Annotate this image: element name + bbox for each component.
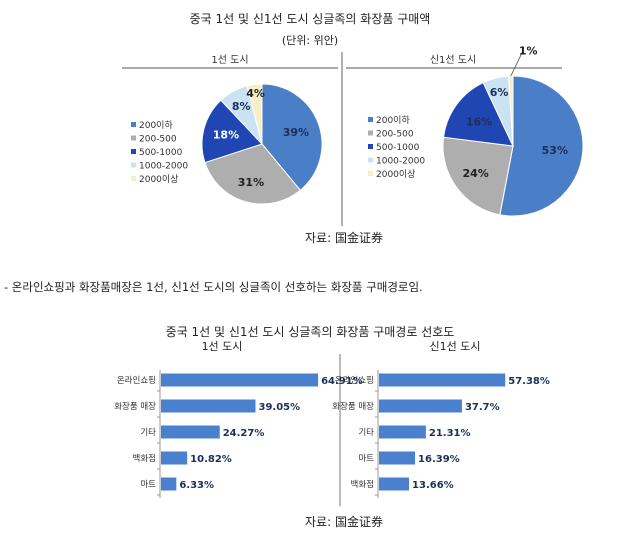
legend-swatch xyxy=(368,171,373,176)
pie-label-2: 31% xyxy=(238,176,264,189)
bar-value-label-2: 37.7% xyxy=(465,402,500,413)
pie-label-4: 6% xyxy=(490,86,509,99)
legend-label-2: 200-500 xyxy=(139,135,177,145)
bar-category-label-3: 기타 xyxy=(358,428,374,438)
legend-swatch xyxy=(131,122,136,127)
legend-label-4: 1000-2000 xyxy=(376,157,425,167)
pie-unit-label: (단위: 위안) xyxy=(281,34,339,47)
bar-value-label-1: 57.38% xyxy=(508,376,550,387)
legend-label-2: 200-500 xyxy=(376,130,414,140)
bar-value-label-4: 16.39% xyxy=(418,454,460,465)
bar-value-label-4: 10.82% xyxy=(190,454,232,465)
bar-source: 자료: 国金证券 xyxy=(305,515,383,529)
bar-value-label-5: 13.66% xyxy=(412,480,454,491)
pie-slice-3 xyxy=(201,99,263,164)
pie-source: 자료: 国金证券 xyxy=(305,231,383,245)
pie-slice-2 xyxy=(442,136,514,216)
pie-label-1: 39% xyxy=(283,126,309,139)
bar-left: 온라인쇼핑 64.91% 화장품 매장 39.05% 기타 24.27% 백화점 10.82%… xyxy=(114,370,363,498)
bar-category-label-1: 온라인쇼핑 xyxy=(117,375,156,386)
legend-swatch xyxy=(368,130,373,136)
legend-swatch xyxy=(131,162,136,168)
bar-value-label-2: 39.05% xyxy=(259,402,301,413)
pie-leader-line xyxy=(510,52,523,77)
bar-value-label-3: 21.31% xyxy=(429,428,471,439)
legend-label-3: 500-1000 xyxy=(376,143,420,153)
bar-right: 온라인쇼핑 57.38% 화장품 매장 37.7% 기타 21.31% 마트 16.39% 백화… xyxy=(332,370,550,498)
pie-slice-1 xyxy=(261,83,323,191)
bar-category-label-5: 백화점 xyxy=(351,479,374,490)
bar-value-label-1: 64.91% xyxy=(321,376,363,387)
legend-swatch xyxy=(368,144,373,149)
pie-slice-5 xyxy=(246,83,263,145)
pie-label-1: 53% xyxy=(542,144,568,157)
pie-slice-2 xyxy=(204,143,301,205)
bar-5 xyxy=(161,477,177,491)
legend-swatch xyxy=(131,176,136,181)
pie-left-title: 1선 도시 xyxy=(211,54,248,66)
bar-value-label-5: 6.33% xyxy=(179,480,214,491)
bar-3 xyxy=(161,425,220,439)
pie-section-title: 중국 1선 및 신1선 도시 싱글족의 화장품 구매액 xyxy=(189,12,431,26)
legend-label-5: 2000이상 xyxy=(139,174,178,185)
pie-right: 53% 24% 16% 6% 1% xyxy=(442,44,584,217)
bar-4 xyxy=(161,451,188,465)
bar-right-title: 신1선 도시 xyxy=(430,340,481,353)
bar-category-label-3: 기타 xyxy=(140,428,156,438)
bar-1 xyxy=(379,373,506,387)
legend-swatch xyxy=(131,149,136,154)
pie-left: 39% 31% 18% 8%4% xyxy=(201,83,323,205)
pie-left-legend: 200이하 200-500 500-1000 1000-2000 2000이상 xyxy=(131,120,188,185)
bar-category-label-2: 화장품 매장 xyxy=(332,401,374,412)
legend-label-3: 500-1000 xyxy=(139,148,183,158)
bar-2 xyxy=(379,399,462,413)
pie-label-3: 16% xyxy=(466,115,492,128)
legend-swatch xyxy=(131,135,136,141)
note-text: - 온라인쇼핑과 화장품매장은 1선, 신1선 도시의 싱글족이 선호하는 화장… xyxy=(4,280,423,294)
bar-charts: 1선 도시 신1선 도시 온라인쇼핑 64.91%화장품 매장 39.05%기타 24… xyxy=(114,340,550,506)
bar-2 xyxy=(161,399,256,413)
legend-swatch xyxy=(368,157,373,163)
legend-label-1: 200이하 xyxy=(376,115,410,126)
pie-label-4: 8% xyxy=(232,100,251,113)
legend-label-4: 1000-2000 xyxy=(139,162,188,172)
bar-category-label-5: 마트 xyxy=(140,480,156,490)
pie-slice-3 xyxy=(442,81,514,147)
bar-value-label-3: 24.27% xyxy=(223,428,265,439)
legend-label-5: 2000이상 xyxy=(376,169,415,180)
pie-label-5: 4% xyxy=(246,87,265,100)
bar-left-title: 1선 도시 xyxy=(202,340,243,353)
pie-slice-1 xyxy=(499,75,584,217)
pie-charts: 1선 도시 신1선 도시 39% 31% 18% 8%4% 53% 24% 16% 6% 1%… xyxy=(122,44,584,226)
pie-label-5: 1% xyxy=(519,44,538,57)
legend-swatch xyxy=(368,117,373,122)
bar-category-label-4: 마트 xyxy=(358,454,374,464)
bar-1 xyxy=(161,373,319,387)
bar-3 xyxy=(379,425,426,439)
bar-category-label-2: 화장품 매장 xyxy=(114,401,156,412)
bar-5 xyxy=(379,477,410,491)
bar-category-label-1: 온라인쇼핑 xyxy=(335,375,374,386)
pie-right-legend: 200이하 200-500 500-1000 1000-2000 2000이상 xyxy=(368,115,425,180)
pie-label-3: 18% xyxy=(213,129,239,142)
bar-category-label-4: 백화점 xyxy=(133,453,156,464)
bar-4 xyxy=(379,451,416,465)
pie-right-title: 신1선 도시 xyxy=(430,54,476,66)
bar-section-title: 중국 1선 및 신1선 도시 싱글족의 화장품 구매경로 선호도 xyxy=(165,325,455,339)
pie-label-2: 24% xyxy=(462,167,488,180)
legend-label-1: 200이하 xyxy=(139,120,173,131)
